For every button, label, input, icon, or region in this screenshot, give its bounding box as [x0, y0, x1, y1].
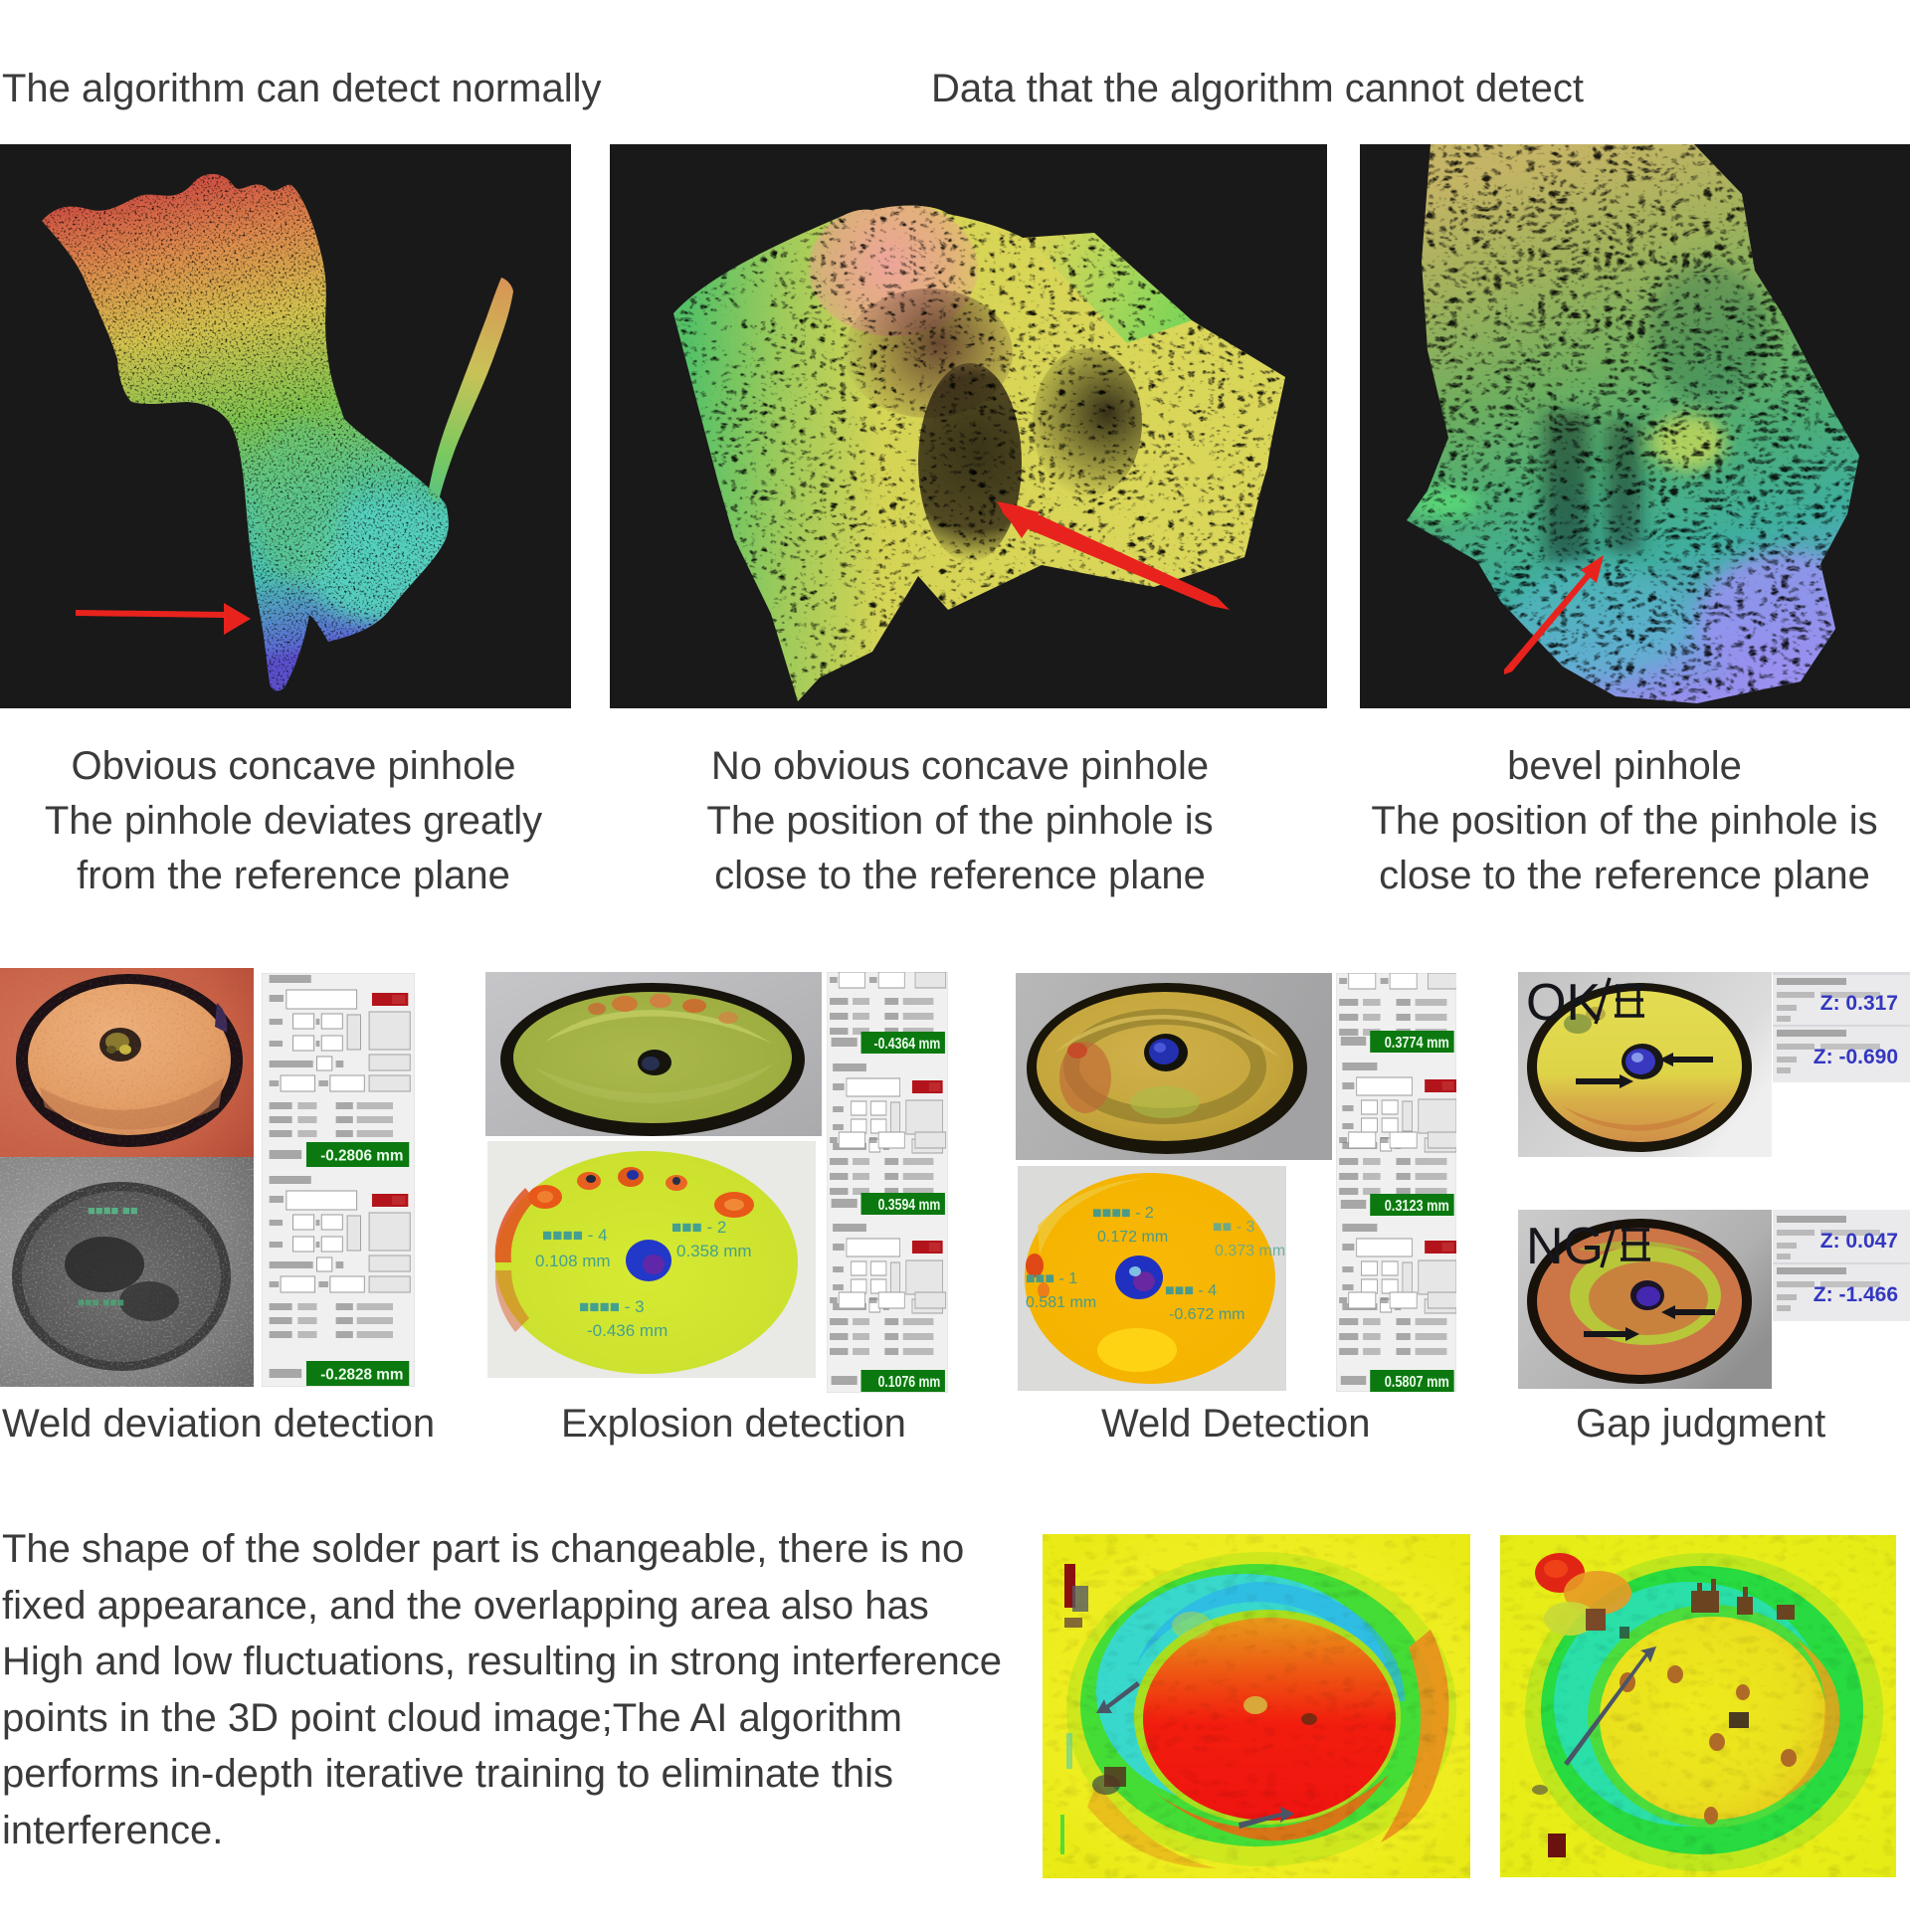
- svg-text:Z: -0.690: Z: -0.690: [1814, 1046, 1898, 1068]
- svg-text:-0.436 mm: -0.436 mm: [587, 1321, 668, 1340]
- svg-text:NG: NG: [1526, 1218, 1604, 1275]
- svg-text:■■■ ■■■: ■■■ ■■■: [78, 1295, 124, 1309]
- svg-text:-0.4364 mm: -0.4364 mm: [873, 1036, 940, 1054]
- svg-text:Z: 0.317: Z: 0.317: [1820, 992, 1898, 1015]
- svg-text:0.581 mm: 0.581 mm: [1026, 1294, 1096, 1311]
- svg-text:■■■■ - 4: ■■■■ - 4: [542, 1226, 608, 1245]
- svg-text:■■■ - 4: ■■■ - 4: [1165, 1282, 1217, 1299]
- svg-text:OK: OK: [1526, 974, 1601, 1032]
- svg-text:■■■■ ■■: ■■■■ ■■: [88, 1203, 138, 1218]
- svg-text:0.1076 mm: 0.1076 mm: [878, 1374, 941, 1392]
- svg-text:0.3774 mm: 0.3774 mm: [1385, 1035, 1449, 1053]
- svg-text:-0.2806 mm: -0.2806 mm: [320, 1147, 403, 1164]
- svg-text:0.373 mm: 0.373 mm: [1215, 1243, 1285, 1259]
- svg-text:■■■ - 2: ■■■ - 2: [671, 1218, 726, 1237]
- svg-text:0.358 mm: 0.358 mm: [676, 1242, 752, 1260]
- svg-text:0.108 mm: 0.108 mm: [535, 1252, 611, 1270]
- svg-text:-0.672 mm: -0.672 mm: [1169, 1306, 1244, 1323]
- svg-text:0.3594 mm: 0.3594 mm: [878, 1197, 941, 1215]
- svg-text:■■■ - 1: ■■■ - 1: [1026, 1270, 1077, 1287]
- svg-text:0.172 mm: 0.172 mm: [1097, 1229, 1168, 1246]
- svg-text:Z: -1.466: Z: -1.466: [1814, 1283, 1898, 1306]
- svg-text:-0.2828 mm: -0.2828 mm: [320, 1366, 403, 1383]
- svg-text:Z: 0.047: Z: 0.047: [1820, 1230, 1898, 1253]
- svg-text:■■ - 3: ■■ - 3: [1213, 1219, 1255, 1236]
- svg-text:■■■■ - 3: ■■■■ - 3: [579, 1297, 645, 1316]
- svg-text:0.5807 mm: 0.5807 mm: [1385, 1374, 1449, 1392]
- svg-text:0.3123 mm: 0.3123 mm: [1385, 1198, 1449, 1216]
- svg-text:■■■■ - 2: ■■■■ - 2: [1092, 1205, 1154, 1222]
